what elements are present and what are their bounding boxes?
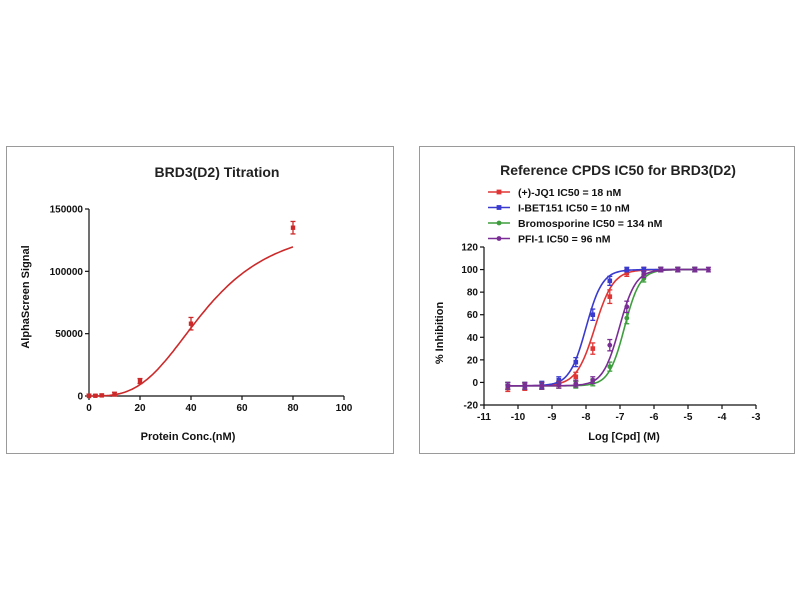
x-tick-label: -9 [548, 412, 557, 423]
data-point [624, 304, 630, 310]
data-point [658, 267, 664, 272]
chart-title: BRD3(D2) Titration [155, 164, 280, 180]
ic50-chart-panel: Reference CPDS IC50 for BRD3(D2) Log [Cp… [419, 146, 795, 454]
x-tick-label: 80 [287, 403, 299, 414]
y-axis-label: AlphaScreen Signal [20, 245, 32, 348]
data-point [496, 205, 502, 210]
x-tick-label: 40 [185, 403, 197, 414]
data-point [539, 383, 545, 389]
y-tick-label: 120 [461, 243, 478, 254]
data-point [496, 236, 502, 241]
legend-label: Bromosporine IC50 = 134 nM [518, 218, 663, 230]
data-point [556, 382, 562, 388]
data-point [573, 381, 579, 386]
ic50-chart: Reference CPDS IC50 for BRD3(D2) Log [Cp… [434, 162, 761, 443]
chart-title: Reference CPDS IC50 for BRD3(D2) [500, 162, 736, 178]
x-tick-label: 100 [336, 403, 353, 414]
data-point [641, 267, 647, 272]
y-tick-label: 0 [472, 378, 478, 389]
data-point [573, 374, 579, 380]
data-point [590, 312, 596, 318]
x-axis-label: Protein Conc.(nM) [141, 431, 236, 443]
x-tick-label: -10 [511, 412, 526, 423]
data-point [607, 364, 613, 370]
x-tick-label: -11 [477, 412, 491, 423]
data-point [290, 225, 296, 230]
data-point [573, 359, 579, 365]
x-tick-label: -8 [582, 412, 591, 423]
data-point [112, 391, 117, 397]
fit-curve [506, 268, 707, 387]
data-point [675, 267, 681, 272]
data-point [624, 270, 630, 276]
data-point [496, 220, 502, 226]
data-point [496, 189, 502, 195]
y-tick-label: 0 [77, 392, 83, 403]
y-tick-label: -20 [464, 401, 479, 412]
data-point [607, 294, 613, 299]
y-tick-label: 50000 [55, 329, 83, 340]
data-point [624, 267, 630, 272]
y-tick-label: 100 [461, 265, 478, 276]
x-axis-label: Log [Cpd] (M) [588, 431, 660, 443]
legend-label: (+)-JQ1 IC50 = 18 nM [518, 187, 622, 199]
y-tick-label: 20 [467, 355, 479, 366]
data-point [522, 383, 528, 389]
legend-label: I-BET151 IC50 = 10 nM [518, 202, 630, 214]
legend-label: PFI-1 IC50 = 96 nM [518, 233, 611, 245]
x-tick-label: 60 [236, 403, 248, 414]
data-point [641, 271, 647, 277]
y-tick-label: 150000 [50, 205, 84, 216]
data-point [188, 321, 194, 326]
y-tick-label: 100000 [50, 267, 84, 278]
x-tick-label: 0 [86, 403, 92, 414]
plot-area: 0 20 40 60 80 100 0 50000 100000 150000 [50, 205, 353, 415]
data-point [86, 393, 92, 399]
data-point [590, 346, 596, 351]
x-tick-label: -6 [650, 412, 659, 423]
y-tick-label: 40 [467, 333, 479, 344]
titration-chart: BRD3(D2) Titration Protein Conc.(nM) Alp… [20, 164, 353, 443]
y-tick-label: 60 [467, 310, 479, 321]
data-point [607, 278, 613, 284]
data-point [99, 393, 104, 398]
data-point [624, 315, 630, 321]
x-tick-label: -4 [718, 412, 727, 423]
x-tick-label: -7 [616, 412, 625, 423]
data-point [137, 378, 143, 384]
titration-chart-panel: BRD3(D2) Titration Protein Conc.(nM) Alp… [6, 146, 394, 454]
fit-curve [506, 268, 707, 387]
data-point [93, 393, 98, 398]
data-point [706, 267, 711, 272]
data-point [505, 383, 511, 389]
y-tick-label: 80 [467, 288, 479, 299]
legend: (+)-JQ1 IC50 = 18 nM I-BET151 IC50 = 10 n… [488, 187, 663, 245]
data-point [692, 267, 698, 272]
plot-area: -11 -10 -9 -8 -7 -6 -5 -4 -3 -20 0 20 40 60 80 100 120 [461, 243, 761, 424]
fit-curve [506, 268, 707, 387]
y-axis-label: % Inhibition [434, 302, 446, 365]
fit-curve [506, 268, 707, 387]
x-tick-label: -5 [684, 412, 693, 423]
x-tick-label: -3 [752, 412, 761, 423]
data-point [607, 342, 613, 348]
x-tick-label: 20 [134, 403, 146, 414]
data-point [556, 377, 562, 383]
data-point [590, 377, 596, 383]
